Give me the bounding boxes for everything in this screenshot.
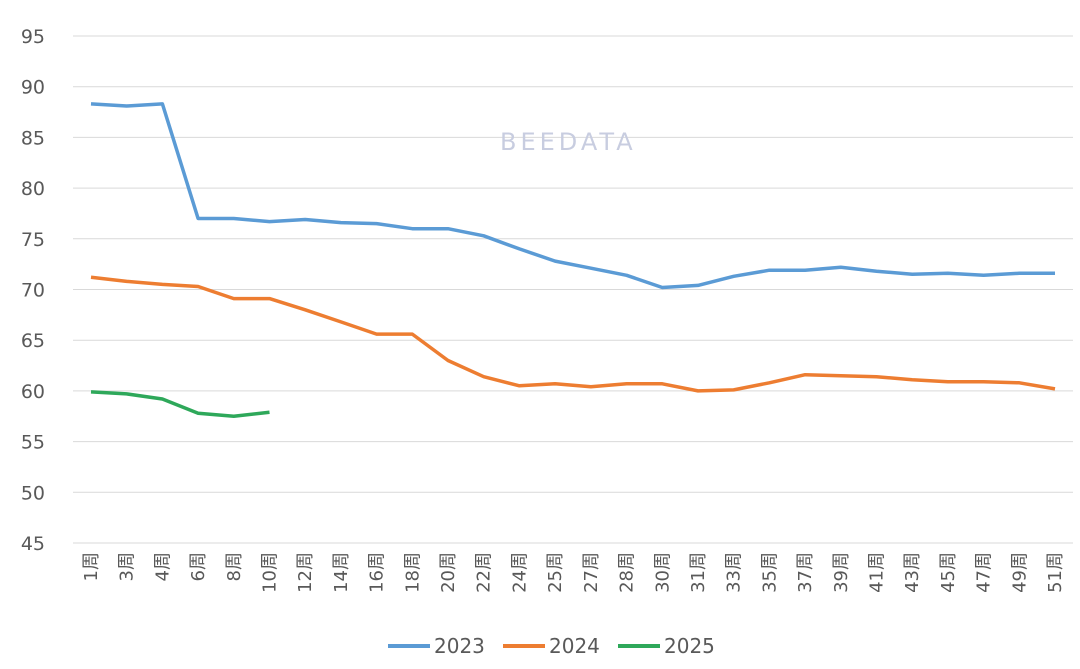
y-tick-label: 90 <box>21 77 45 99</box>
x-tick-label: 10周 <box>260 552 281 593</box>
x-tick-label: 4周 <box>152 552 173 581</box>
series-line-2024 <box>90 275 1056 393</box>
x-tick-label: 47周 <box>974 552 995 593</box>
x-tick-label: 20周 <box>438 552 459 593</box>
legend-label-2023: 2023 <box>434 634 485 658</box>
x-tick-label: 6周 <box>188 552 209 581</box>
legend-label-2024: 2024 <box>549 634 600 658</box>
legend-label-2025: 2025 <box>664 634 715 658</box>
x-tick-label: 35周 <box>759 552 780 593</box>
x-tick-label: 30周 <box>652 552 673 593</box>
y-tick-label: 70 <box>21 280 45 302</box>
x-axis-ticks: 1周 3周 4周 6周 8周 10周 12周 14周 16周 18周 20周 22周 24周 25周 27周… <box>81 552 1066 593</box>
x-tick-label: 12周 <box>295 552 316 593</box>
x-tick-label: 49周 <box>1009 552 1030 593</box>
series-line-2023 <box>90 102 1055 290</box>
y-tick-label: 65 <box>21 330 45 352</box>
x-tick-label: 1周 <box>81 552 102 581</box>
x-tick-label: 41周 <box>866 552 887 593</box>
y-tick-label: 45 <box>21 533 45 555</box>
x-tick-label: 45周 <box>938 552 959 593</box>
x-tick-label: 51周 <box>1045 552 1066 593</box>
x-tick-label: 27周 <box>581 552 602 593</box>
y-tick-label: 60 <box>21 381 45 403</box>
x-tick-label: 24周 <box>509 552 530 593</box>
x-tick-label: 22周 <box>474 552 495 593</box>
x-tick-label: 39周 <box>831 552 852 593</box>
x-tick-label: 16周 <box>367 552 388 593</box>
x-tick-label: 37周 <box>795 552 816 593</box>
x-tick-label: 43周 <box>902 552 923 593</box>
gridlines <box>73 35 1073 544</box>
x-tick-label: 31周 <box>688 552 709 593</box>
series-lines <box>90 102 1056 419</box>
x-tick-label: 33周 <box>724 552 745 593</box>
y-tick-label: 50 <box>21 482 45 504</box>
y-axis-ticks: 45 50 55 60 65 70 75 80 85 90 95 <box>21 26 45 555</box>
legend: 2023 2024 2025 <box>388 634 715 658</box>
y-tick-label: 55 <box>21 432 45 454</box>
y-tick-label: 75 <box>21 229 45 251</box>
watermark: BEEDATA <box>500 128 637 156</box>
y-tick-label: 85 <box>21 127 45 149</box>
y-tick-label: 95 <box>21 26 45 48</box>
x-tick-label: 3周 <box>117 552 138 581</box>
x-tick-label: 18周 <box>402 552 423 593</box>
series-line-2025 <box>90 390 270 419</box>
x-tick-label: 8周 <box>224 552 245 581</box>
x-tick-label: 14周 <box>331 552 352 593</box>
y-tick-label: 80 <box>21 178 45 200</box>
x-tick-label: 25周 <box>545 552 566 593</box>
x-tick-label: 28周 <box>617 552 638 593</box>
